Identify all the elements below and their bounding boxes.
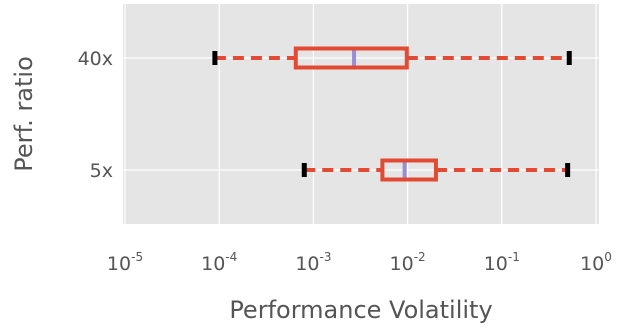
x-tick-label: 10-1	[484, 250, 520, 275]
box-iqr	[293, 46, 409, 70]
y-axis-label: Perf. ratio	[10, 56, 38, 172]
y-tick-labels: 40x 5x	[78, 48, 113, 182]
box-iqr	[380, 158, 438, 182]
x-tick-labels: 10-5 10-4 10-3 10-2 10-1 100	[107, 250, 612, 275]
plot-area	[123, 4, 599, 224]
y-tick-label: 5x	[90, 160, 113, 182]
box-40x	[212, 46, 572, 70]
x-tick-label: 10-5	[107, 250, 143, 275]
box-5x	[301, 158, 571, 182]
x-tick-label: 10-2	[390, 250, 426, 275]
x-tick-label: 10-4	[201, 250, 237, 275]
y-tick-label: 40x	[78, 48, 113, 70]
grid	[123, 4, 599, 224]
boxes	[212, 46, 572, 182]
x-tick-label: 100	[580, 250, 612, 275]
x-tick-label: 10-3	[295, 250, 331, 275]
x-axis-label: Performance Volatility	[229, 296, 492, 324]
